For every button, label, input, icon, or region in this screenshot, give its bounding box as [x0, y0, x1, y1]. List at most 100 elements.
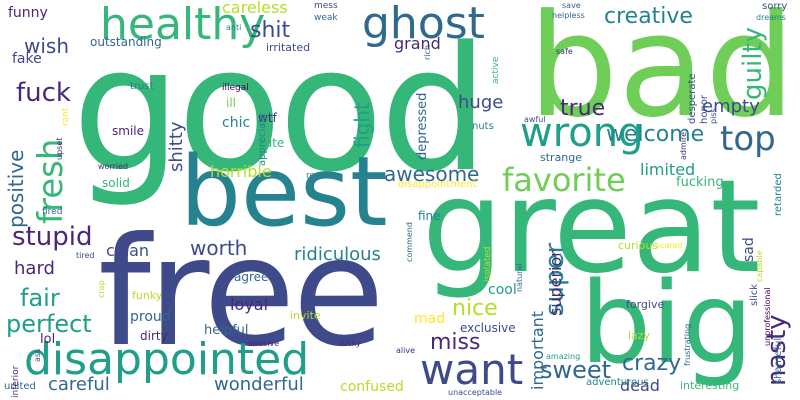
word-careful: careful: [48, 374, 110, 395]
word-healthy: healthy: [100, 0, 266, 50]
word-wish: wish: [24, 34, 70, 58]
word-great: great: [422, 153, 761, 302]
word-important: important: [528, 310, 547, 390]
word-capable: capable: [755, 250, 764, 282]
word-confused: confused: [340, 379, 404, 395]
word-fight: fight: [350, 102, 374, 148]
word-amazing: amazing: [546, 352, 581, 361]
word-helpful: helpful: [204, 323, 249, 338]
word-ridiculous: ridiculous: [294, 244, 381, 265]
word-rant: rant: [61, 107, 71, 126]
word-empty: empty: [702, 96, 760, 117]
word-inferior: inferior: [11, 365, 21, 398]
word-disappointed: disappointed: [24, 334, 310, 385]
word-commend: commend: [405, 222, 414, 262]
word-true: true: [560, 96, 606, 121]
word-united: united: [4, 381, 36, 392]
word-funny: funny: [8, 5, 48, 21]
word-helpless: helpless: [552, 11, 585, 20]
word-cute: cute: [258, 136, 285, 150]
word-invite: invite: [290, 309, 321, 322]
word-fair: fair: [20, 284, 60, 312]
word-worried: worried: [98, 162, 129, 171]
word-isolated: isolated: [483, 246, 493, 283]
word-trust: trust: [130, 81, 154, 92]
word-stupid: stupid: [12, 222, 93, 252]
word-awful: awful: [524, 115, 546, 124]
word-best: best: [180, 136, 388, 248]
word-sweet: sweet: [540, 356, 612, 384]
word-crap: crap: [97, 280, 106, 298]
word-mess: mess: [314, 1, 338, 11]
word-adventurous: adventurous: [586, 377, 649, 388]
word-irritated: irritated: [266, 41, 311, 54]
word-want: want: [420, 345, 524, 394]
word-clean: clean: [106, 241, 150, 260]
word-superior: superior: [546, 250, 565, 316]
word-shit: shit: [250, 18, 291, 43]
word-fuck: fuck: [16, 78, 71, 108]
word-wrong: wrong: [520, 110, 644, 156]
word-fine: fine: [418, 209, 441, 223]
word-positive: positive: [4, 149, 28, 228]
word-grand: grand: [394, 34, 441, 53]
word-active: active: [491, 56, 501, 84]
word-guilty: guilty: [738, 26, 768, 100]
word-rich: rich: [423, 45, 432, 60]
word-save: save: [562, 1, 581, 10]
word-bad: bad: [528, 0, 796, 149]
word-cool: cool: [488, 282, 517, 298]
word-perfect: perfect: [6, 310, 92, 338]
word-funky: funky: [132, 289, 163, 302]
word-welcome: welcome: [606, 122, 705, 147]
word-creative: creative: [604, 4, 693, 29]
word-anti: anti: [226, 23, 242, 32]
word-wonderful: wonderful: [214, 374, 304, 395]
word-awesome: awesome: [384, 162, 480, 186]
word-nice: nice: [452, 296, 498, 321]
word-solid: solid: [102, 176, 130, 190]
word-careless: careless: [222, 0, 288, 17]
word-fake: fake: [12, 51, 42, 67]
word-fucking: fucking: [676, 175, 724, 190]
word-sorry: sorry: [762, 1, 788, 12]
word-shitty: shitty: [166, 121, 187, 172]
word-illegal: illegal: [222, 83, 249, 93]
word-horrible: horrible: [210, 162, 272, 181]
word-admire: admire: [679, 131, 688, 160]
word-nuts: nuts: [472, 121, 494, 132]
word-outstanding: outstanding: [90, 35, 162, 49]
word-shameful: shameful: [773, 337, 784, 384]
word-weak: weak: [314, 13, 338, 23]
word-limited: limited: [640, 160, 696, 179]
word-dirty: dirty: [140, 329, 168, 343]
word-desperate: desperate: [687, 73, 698, 124]
word-dreams: dreams: [756, 13, 786, 22]
word-unacceptable: unacceptable: [448, 388, 503, 397]
word-dead: dead: [620, 376, 660, 395]
word-mad: mad: [414, 311, 446, 327]
word-natural: natural: [515, 263, 524, 292]
word-sad: sad: [741, 237, 757, 262]
word-tired: tired: [76, 251, 95, 260]
word-top: top: [720, 119, 776, 159]
word-strange: strange: [540, 151, 583, 164]
word-lol: lol: [40, 332, 56, 347]
word-fired: fired: [42, 207, 63, 217]
word-forgive: forgive: [626, 298, 665, 311]
word-proud: proud: [130, 309, 171, 325]
word-ill: ill: [226, 96, 237, 110]
word-interesting: interesting: [680, 379, 740, 392]
word-crazy: crazy: [622, 351, 682, 376]
word-lazy: lazy: [628, 329, 651, 342]
word-appreciate: appreciate: [257, 112, 268, 166]
word-safe: safe: [556, 47, 573, 56]
word-huge: huge: [458, 92, 504, 113]
word-hard: hard: [14, 258, 55, 279]
word-retarded: retarded: [773, 173, 784, 216]
word-favorite: favorite: [502, 161, 626, 199]
word-worth: worth: [190, 236, 248, 260]
word-depressed: depressed: [415, 92, 430, 160]
word-good: good: [72, 9, 489, 210]
